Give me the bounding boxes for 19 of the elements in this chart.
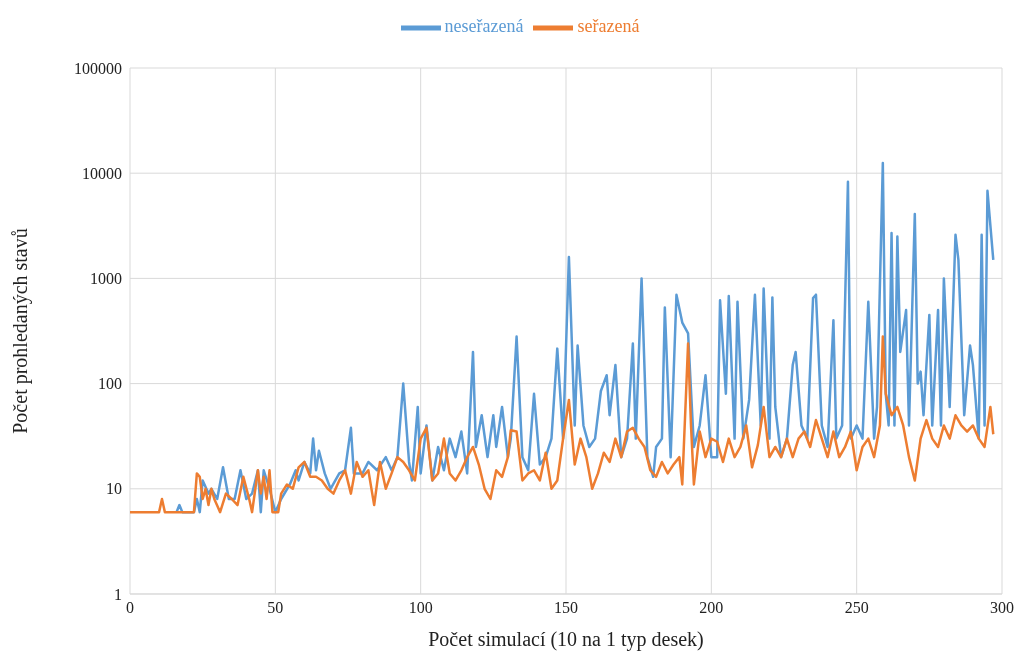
line-series bbox=[130, 335, 995, 514]
x-tick-label: 200 bbox=[699, 599, 724, 617]
legend-label: neseřazená bbox=[444, 16, 524, 37]
y-tick-label: 100000 bbox=[74, 59, 122, 77]
x-tick-label: 300 bbox=[990, 599, 1014, 617]
y-axis-title: Počet prohledaných stavů bbox=[9, 228, 33, 434]
y-tick-label: 1000 bbox=[90, 270, 122, 288]
y-tick-label: 100 bbox=[98, 375, 122, 393]
line-series bbox=[175, 161, 995, 514]
y-tick-label: 1 bbox=[114, 585, 122, 603]
x-tick-label: 50 bbox=[267, 599, 284, 617]
x-axis-title: Počet simulací (10 na 1 typ desek) bbox=[428, 628, 704, 651]
y-tick-label: 10000 bbox=[82, 164, 122, 182]
x-tick-label: 0 bbox=[126, 599, 134, 617]
y-tick-label: 10 bbox=[106, 480, 122, 498]
x-tick-label: 100 bbox=[408, 599, 433, 617]
legend-label: seřazená bbox=[577, 16, 640, 37]
x-tick-label: 250 bbox=[844, 599, 869, 617]
x-tick-label: 150 bbox=[554, 599, 578, 617]
